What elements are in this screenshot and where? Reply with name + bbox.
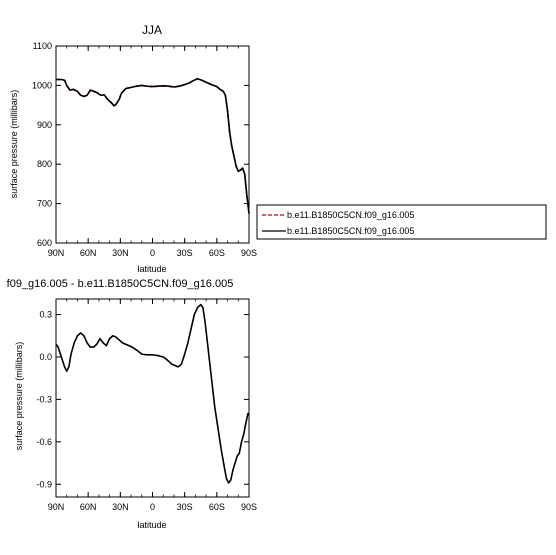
- bottom-y-tick-label: 0.3: [39, 310, 52, 320]
- top-y-tick-label: 900: [37, 120, 52, 130]
- bottom-plot-frame: [55, 298, 250, 498]
- top-y-tick-label: 700: [37, 199, 52, 209]
- bottom-x-tick-label: 0: [150, 502, 155, 512]
- bottom-x-tick-label: 30N: [112, 502, 129, 512]
- bottom-x-tick-label: 90S: [241, 502, 257, 512]
- bottom-x-tick-label: 60N: [80, 502, 97, 512]
- legend-entry-1-label: b.e11.B1850C5CN.f09_g16.005: [287, 210, 414, 220]
- top-plot-frame: [55, 45, 250, 244]
- top-y-tick-label: 1000: [32, 80, 52, 90]
- bottom-x-tick-label: 30S: [177, 502, 193, 512]
- bottom-series-1-line: [55, 303, 249, 484]
- top-x-tick-label: 30N: [112, 248, 129, 258]
- bottom-y-tick-label: -0.3: [36, 394, 52, 404]
- top-x-tick-label: 60S: [209, 248, 225, 258]
- bottom-x-tick-label: 90N: [48, 502, 65, 512]
- legend: b.e11.B1850C5CN.f09_g16.005 b.e11.B1850C…: [256, 204, 547, 240]
- top-x-tick-label: 0: [150, 248, 155, 258]
- bottom-y-tick-label: 0.0: [39, 352, 52, 362]
- legend-box: [256, 204, 547, 240]
- top-plot-area: 90N 60N 30N 0 30S 60S 90S 1100 1000 900 800 700 600: [32, 41, 257, 258]
- bottom-chart-title: f09_g16.005 - b.e11.B1850C5CN.f09_g16.00…: [7, 278, 234, 290]
- top-x-tick-label: 90S: [241, 248, 257, 258]
- bottom-x-tick-label: 60S: [209, 502, 225, 512]
- top-series-1-line: [56, 77, 250, 214]
- bottom-x-axis-label: latitude: [137, 520, 166, 530]
- bottom-y-tick-label: -0.6: [36, 437, 52, 447]
- bottom-plot-area: 90N 60N 30N 0 30S 60S 90S 0.3 0.0 -0.3 -0.6 -0.9: [36, 298, 257, 512]
- top-x-tick-label: 60N: [80, 248, 97, 258]
- bottom-y-tick-label: -0.9: [36, 479, 52, 489]
- top-panel: JJA 90N 60N 30N 0 30S 60S 90S 1100 1000 900 800 700…: [9, 23, 257, 274]
- top-y-tick-label: 600: [37, 238, 52, 248]
- legend-entry-2-label: b.e11.B1850C5CN.f09_g16.005: [287, 226, 414, 236]
- top-y-tick-label: 1100: [33, 41, 52, 51]
- top-chart-title: JJA: [142, 23, 162, 37]
- top-x-tick-label: 90N: [48, 248, 65, 258]
- bottom-panel: f09_g16.005 - b.e11.B1850C5CN.f09_g16.00…: [7, 278, 257, 530]
- top-x-tick-label: 30S: [177, 248, 193, 258]
- top-y-axis-label: surface pressure (millibars): [9, 90, 19, 199]
- bottom-y-axis-label: surface pressure (millibars): [14, 342, 24, 451]
- top-y-tick-label: 800: [37, 159, 52, 169]
- top-x-axis-label: latitude: [137, 264, 166, 274]
- top-series-2-line: [56, 77, 250, 214]
